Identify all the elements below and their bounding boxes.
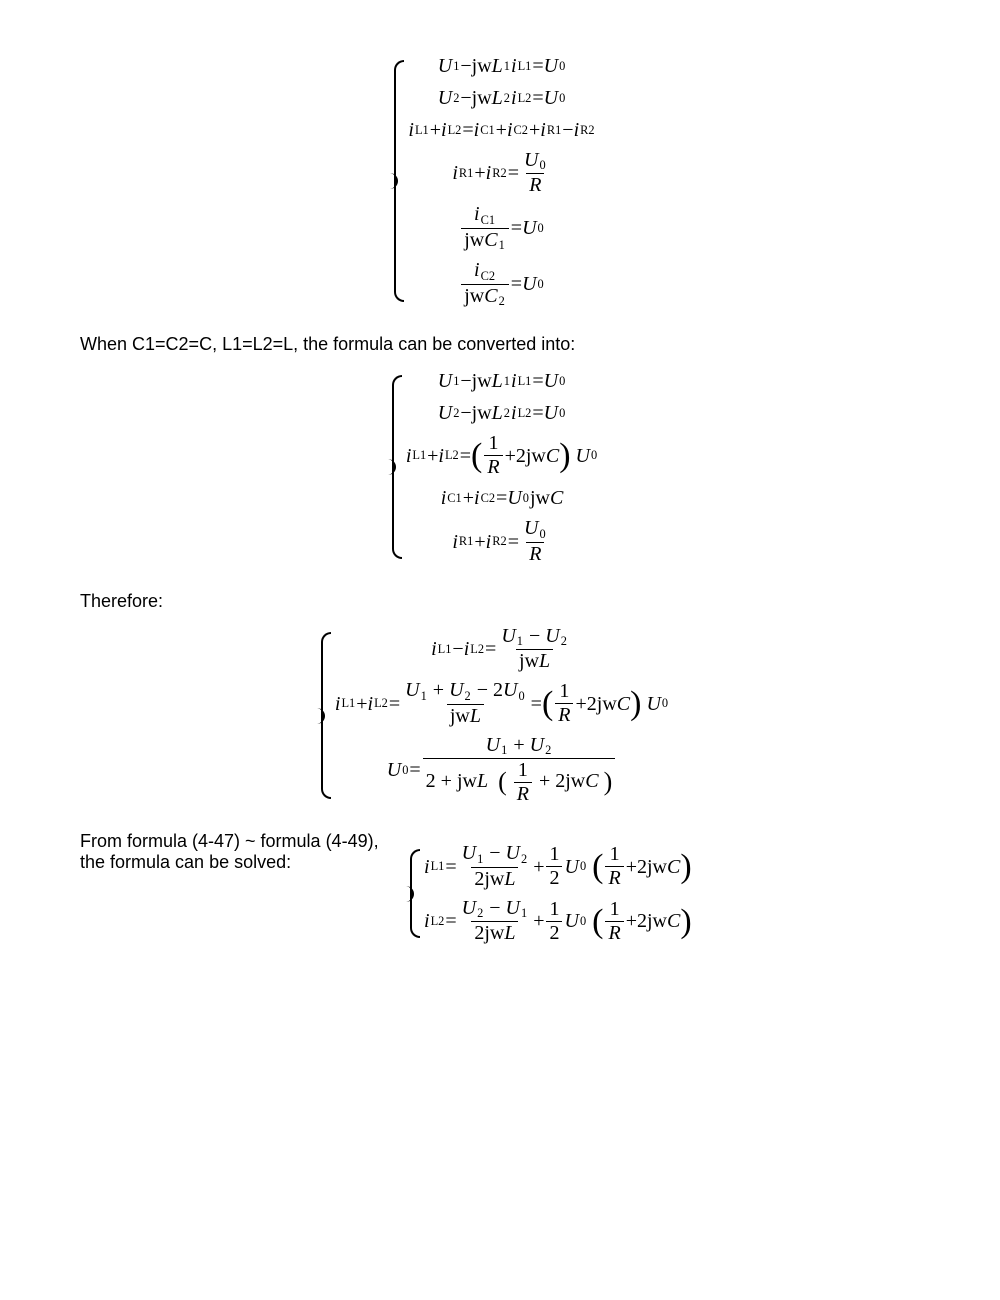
eq3-line2: iL1 + iL2 = U1 + U2 − 2U0 jwL = ( 1 R +	[335, 680, 669, 726]
eq1-line4: iR1 + iR2 = U0 R	[408, 150, 595, 196]
left-brace	[384, 369, 402, 564]
jw: jw	[472, 54, 492, 78]
eq3-line3: U0 = U1 + U2 2 + jwL ( 1 R +	[335, 735, 669, 805]
eq2-line2: U2 − jwL2 iL2 = U0	[406, 401, 598, 425]
eq2-line1: U1 − jwL1 iL1 = U0	[406, 369, 598, 393]
eq1-line2: U2 − jwL2 iL2 = U0	[408, 86, 595, 110]
equation-system-2: U1 − jwL1 iL1 = U0 U2 − jwL2 iL2 = U0 iL…	[402, 369, 598, 564]
var-U0: U	[544, 54, 558, 78]
eq2-line5: iR1 + iR2 = U0 R	[406, 518, 598, 564]
eq2-line3: iL1 + iL2 = ( 1 R + 2jwC ) U0	[406, 433, 598, 478]
eq1-line5: iC1 jwC1 = U0	[408, 204, 595, 252]
left-brace	[313, 626, 331, 805]
var-U: U	[438, 54, 452, 78]
equation-lines: U1 − jwL1 iL1 = U0 U2 − jwL2 iL2 = U0 iL…	[404, 54, 595, 308]
sub-L1: L1	[517, 59, 533, 74]
sub-1: 1	[452, 59, 460, 74]
eq4-line1: iL1 = U1 − U2 2jwL + 1 2 U0 ( 1 R +	[424, 843, 692, 889]
frac-iC2-jwC2: iC2 jwC2	[461, 260, 509, 308]
eq3-line1: iL1 − iL2 = U1 − U2 jwL	[335, 626, 669, 672]
eq1-line3: iL1 + iL2 = iC1 + iC2 + iR1 − iR2	[408, 118, 595, 142]
eq2-line4: iC1 + iC2 = U0 jwC	[406, 486, 598, 510]
when-condition-text: When C1=C2=C, L1=L2=L, the formula can b…	[80, 334, 920, 355]
equation-system-3: iL1 − iL2 = U1 − U2 jwL iL1 + iL2 = U1 +	[331, 626, 669, 805]
var-L: L	[492, 54, 503, 78]
therefore-text: Therefore:	[80, 591, 920, 612]
eq1-line1: U1 − jwL1 iL1 = U0	[408, 54, 595, 78]
sub-0: 0	[558, 59, 566, 74]
op-eq: =	[532, 54, 543, 78]
equation-system-4: iL1 = U1 − U2 2jwL + 1 2 U0 ( 1 R +	[420, 843, 692, 944]
eq1-line6: iC2 jwC2 = U0	[408, 260, 595, 308]
rparen-icon: )	[559, 447, 570, 464]
sub-1b: 1	[503, 59, 511, 74]
frac-iC1-jwC1: iC1 jwC1	[461, 204, 509, 252]
eq4-line2: iL2 = U2 − U1 2jwL + 1 2 U0 ( 1 R +	[424, 898, 692, 944]
lparen-icon: (	[471, 447, 482, 464]
equation-system-1: U1 − jwL1 iL1 = U0 U2 − jwL2 iL2 = U0 iL…	[404, 54, 595, 308]
left-brace	[386, 54, 404, 308]
op-minus: −	[460, 54, 471, 78]
frac-U0-R: U0 R	[521, 150, 550, 196]
left-brace	[402, 843, 420, 944]
